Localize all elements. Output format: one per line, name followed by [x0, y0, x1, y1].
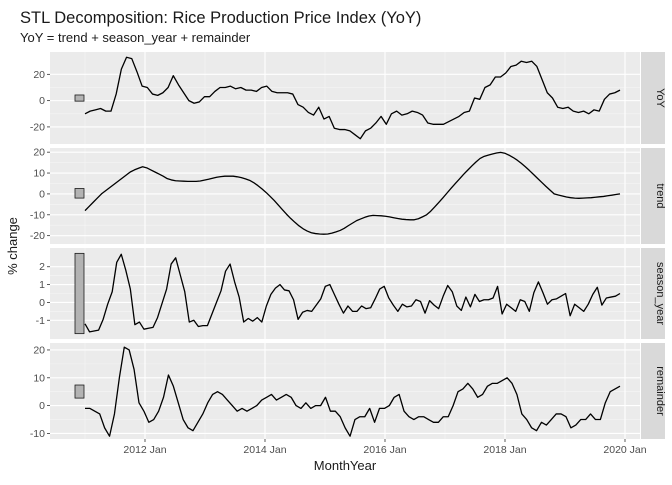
x-axis-label: MonthYear	[314, 458, 377, 473]
x-tick-label: 2020 Jan	[603, 444, 646, 456]
y-tick-label: 20	[33, 147, 45, 159]
panel-YoY: -20 0 20 YoY	[30, 52, 666, 144]
strip-label: YoY	[654, 88, 666, 108]
strip-background	[641, 248, 665, 339]
range-bar	[74, 188, 85, 199]
y-tick-label: -1	[36, 315, 45, 327]
y-tick-label: 0	[39, 95, 45, 107]
x-axis: 2012 Jan 2014 Jan 2016 Jan 2018 Jan 2020 Jan	[123, 439, 647, 456]
panel-trend: -20 -10 0 10 20 trend	[30, 147, 666, 244]
panel-background	[50, 52, 640, 144]
series-line-remainder	[85, 346, 621, 437]
range-bar	[74, 252, 85, 335]
strip-background	[641, 148, 665, 244]
series-line-YoY	[84, 56, 621, 140]
y-tick-label: 20	[33, 344, 45, 356]
y-tick-label: -20	[30, 230, 45, 242]
strip-label: remainder	[654, 366, 666, 416]
y-tick-label: 0	[39, 400, 45, 412]
x-tick-label: 2014 Jan	[243, 444, 286, 456]
range-bar	[74, 384, 85, 399]
y-tick-label: 10	[33, 168, 45, 180]
y-axis-label: % change	[5, 217, 20, 275]
x-tick-label: 2012 Jan	[123, 444, 166, 456]
y-tick-label: 0	[39, 188, 45, 200]
y-tick-label: 2	[39, 261, 45, 273]
strip-label: trend	[654, 183, 666, 208]
y-tick-label: -20	[30, 121, 45, 133]
y-tick-label: 0	[39, 297, 45, 309]
y-tick-label: 20	[33, 69, 45, 81]
range-bar	[74, 94, 85, 102]
x-tick-label: 2016 Jan	[363, 444, 406, 456]
strip-background	[641, 52, 665, 144]
x-tick-label: 2018 Jan	[483, 444, 526, 456]
series-line-season_year	[84, 253, 621, 333]
chart-title: STL Decomposition: Rice Production Price…	[20, 9, 421, 27]
y-tick-label: -10	[30, 209, 45, 221]
series-line-trend	[84, 151, 621, 235]
chart-subtitle: YoY = trend + season_year + remainder	[20, 30, 251, 45]
strip-background	[641, 343, 665, 439]
y-tick-label: -10	[30, 428, 45, 440]
panel-season_year: -1 0 1 2 season_year	[36, 248, 666, 339]
strip-label: season_year	[654, 262, 666, 325]
y-tick-label: 1	[39, 279, 45, 291]
panel-remainder: -10 0 10 20 remainder	[30, 343, 666, 440]
y-tick-label: 10	[33, 372, 45, 384]
panel-background	[50, 343, 640, 439]
